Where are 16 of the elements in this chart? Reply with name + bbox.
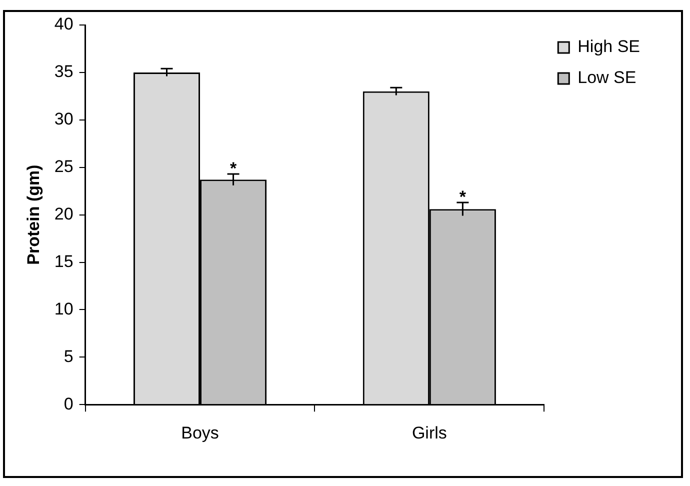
y-axis-title: Protein (gm): [24, 164, 43, 265]
y-tick-label: 40: [54, 14, 74, 34]
x-tick-label: Boys: [181, 423, 219, 442]
x-tick-label: Girls: [412, 423, 447, 442]
y-tick-label: 15: [54, 252, 74, 271]
y-tick-label: 0: [64, 394, 74, 414]
y-tick-label: 30: [54, 110, 74, 129]
y-tick-label: 35: [54, 62, 74, 82]
y-tick-label: 10: [54, 299, 74, 318]
legend-label: High SE: [578, 37, 640, 56]
y-tick-label: 20: [54, 204, 74, 224]
y-tick-label: 5: [64, 346, 74, 366]
legend-label: Low SE: [578, 68, 636, 88]
y-tick-label: 25: [54, 157, 74, 176]
annotation: *: [230, 159, 237, 178]
annotation: *: [459, 188, 466, 207]
